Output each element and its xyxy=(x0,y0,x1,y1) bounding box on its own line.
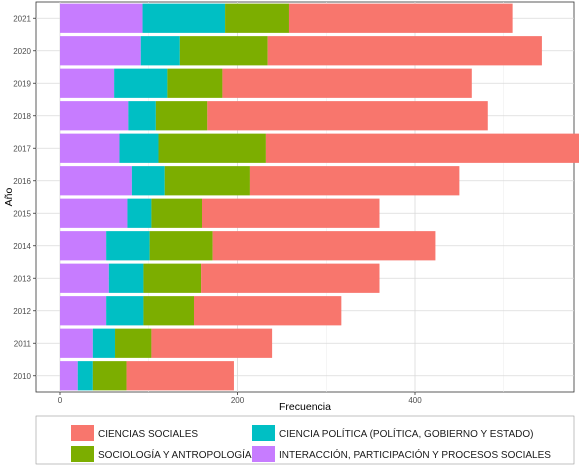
legend-swatch xyxy=(71,446,94,462)
bar-segment xyxy=(92,361,127,391)
bar-segment xyxy=(201,263,380,293)
bar-segment xyxy=(288,3,513,33)
plot-panel xyxy=(35,1,575,393)
bar-segment xyxy=(212,231,436,261)
bar-segment xyxy=(60,3,143,33)
bar-segment xyxy=(158,133,266,163)
bar-segment xyxy=(60,36,141,66)
bar-segment xyxy=(119,133,159,163)
y-tick-label: 2015 xyxy=(13,209,31,218)
bar-segment xyxy=(265,133,579,163)
y-tick-label: 2012 xyxy=(13,307,31,316)
x-axis-ticks: 0 200 400 xyxy=(58,392,422,405)
bar-segment xyxy=(106,231,150,261)
bar-segment xyxy=(60,68,115,98)
bar-segment xyxy=(60,328,93,358)
legend-swatch xyxy=(252,425,275,441)
bar-segment xyxy=(128,101,156,131)
bar-segment xyxy=(222,68,472,98)
y-tick-label: 2016 xyxy=(13,177,31,186)
bar-segment xyxy=(108,263,144,293)
bar-segment xyxy=(127,198,152,228)
y-tick-label: 2010 xyxy=(13,372,31,381)
bar-segment xyxy=(179,36,268,66)
bar-segment xyxy=(115,328,152,358)
bar-segment xyxy=(151,328,273,358)
x-tick-label: 200 xyxy=(231,396,245,405)
bar-segment xyxy=(202,198,380,228)
legend-label: CIENCIAS SOCIALES xyxy=(98,429,198,440)
legend-label: INTERACCIÓN, PARTICIPACIÓN Y PROCESOS SO… xyxy=(279,448,551,461)
legend: CIENCIAS SOCIALES CIENCIA POLÍTICA (POLÍT… xyxy=(71,425,551,462)
x-tick-label: 400 xyxy=(408,396,422,405)
bar-segment xyxy=(149,231,213,261)
y-tick-label: 2014 xyxy=(13,242,31,251)
bar-segment xyxy=(167,68,223,98)
bar-segment xyxy=(126,361,234,391)
bar-segment xyxy=(194,296,342,326)
bar-segment xyxy=(60,361,78,391)
y-axis-ticks: 2010 2011 2012 2013 2014 2015 2016 2017 2018 2019… xyxy=(13,14,36,381)
bar-segment xyxy=(60,166,132,196)
y-tick-label: 2018 xyxy=(13,112,31,121)
bar-segment xyxy=(142,3,226,33)
y-axis-title: Año xyxy=(3,188,15,207)
bar-segment xyxy=(114,68,168,98)
bars xyxy=(60,3,579,391)
y-tick-label: 2017 xyxy=(13,144,31,153)
y-tick-label: 2019 xyxy=(13,79,31,88)
bar-segment xyxy=(143,296,195,326)
legend-box xyxy=(35,415,575,465)
bar-segment xyxy=(140,36,180,66)
bar-segment xyxy=(60,296,107,326)
bar-segment xyxy=(155,101,208,131)
legend-swatch xyxy=(71,425,94,441)
bar-segment xyxy=(225,3,289,33)
legend-label: CIENCIA POLÍTICA (POLÍTICA, GOBIERNO Y E… xyxy=(279,427,534,440)
bar-segment xyxy=(60,133,120,163)
bar-segment xyxy=(106,296,144,326)
y-tick-label: 2021 xyxy=(13,14,31,23)
y-tick-label: 2020 xyxy=(13,47,31,56)
bar-segment xyxy=(92,328,116,358)
bar-segment xyxy=(207,101,488,131)
bar-segment xyxy=(60,198,128,228)
bar-segment xyxy=(60,231,107,261)
y-tick-label: 2013 xyxy=(13,274,31,283)
bar-segment xyxy=(131,166,165,196)
y-tick-label: 2011 xyxy=(14,339,32,348)
bar-segment xyxy=(267,36,542,66)
bar-segment xyxy=(60,263,109,293)
bar-segment xyxy=(77,361,93,391)
bar-segment xyxy=(143,263,202,293)
bar-segment xyxy=(151,198,202,228)
bar-segment xyxy=(164,166,250,196)
legend-swatch xyxy=(252,446,275,462)
legend-label: SOCIOLOGÍA Y ANTROPOLOGÍA xyxy=(98,448,252,461)
bar-segment xyxy=(249,166,460,196)
x-tick-label: 0 xyxy=(58,396,63,405)
bar-segment xyxy=(60,101,129,131)
x-axis-title: Frecuencia xyxy=(279,401,331,413)
